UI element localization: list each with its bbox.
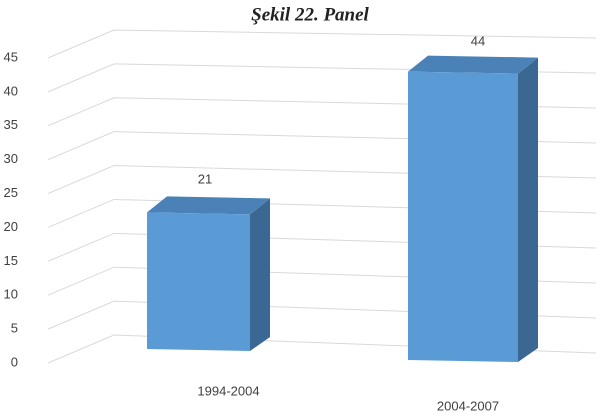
data-label: 44 bbox=[471, 33, 485, 48]
bar bbox=[147, 212, 250, 351]
chart-title: Şekil 22. Panel bbox=[251, 4, 369, 25]
y-tick-label: 45 bbox=[4, 49, 18, 64]
x-tick-label: 1994-2004 bbox=[197, 383, 259, 398]
bar-top bbox=[408, 55, 538, 74]
data-label: 21 bbox=[198, 171, 212, 186]
y-tick-label: 20 bbox=[4, 219, 18, 234]
bar-side bbox=[518, 57, 538, 362]
y-tick-label: 40 bbox=[4, 83, 18, 98]
y-tick-label: 10 bbox=[4, 287, 18, 302]
y-tick-label: 25 bbox=[4, 185, 18, 200]
grid-line bbox=[47, 29, 597, 59]
y-tick-label: 15 bbox=[4, 253, 18, 268]
y-tick-label: 30 bbox=[4, 151, 18, 166]
bar-top bbox=[147, 196, 270, 215]
x-tick-label: 2004-2007 bbox=[437, 398, 499, 413]
y-tick-label: 5 bbox=[11, 321, 18, 336]
bar-side bbox=[250, 198, 270, 351]
y-tick-label: 35 bbox=[4, 117, 18, 132]
y-tick-label: 0 bbox=[11, 354, 18, 369]
bar bbox=[408, 71, 518, 362]
